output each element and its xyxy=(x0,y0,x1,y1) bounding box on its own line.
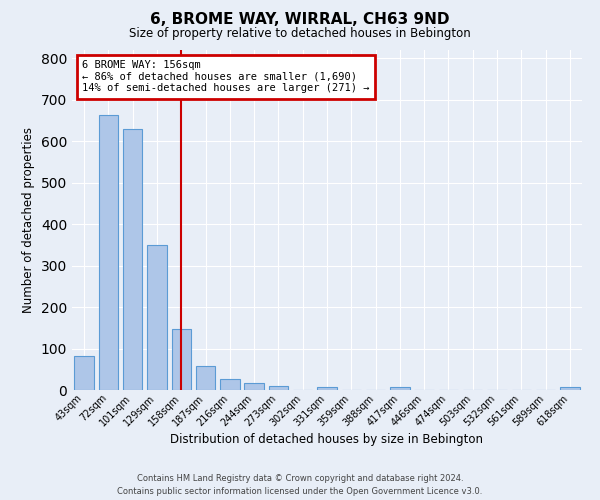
Bar xyxy=(560,387,580,390)
Bar xyxy=(172,328,191,390)
Bar xyxy=(99,115,118,390)
Bar xyxy=(220,379,239,390)
Bar xyxy=(196,366,215,390)
Bar xyxy=(269,386,288,390)
Bar xyxy=(390,387,410,390)
X-axis label: Distribution of detached houses by size in Bebington: Distribution of detached houses by size … xyxy=(170,433,484,446)
Text: 6 BROME WAY: 156sqm
← 86% of detached houses are smaller (1,690)
14% of semi-det: 6 BROME WAY: 156sqm ← 86% of detached ho… xyxy=(82,60,370,94)
Bar xyxy=(244,382,264,390)
Bar xyxy=(123,129,142,390)
Bar xyxy=(74,356,94,390)
Bar xyxy=(317,387,337,390)
Text: 6, BROME WAY, WIRRAL, CH63 9ND: 6, BROME WAY, WIRRAL, CH63 9ND xyxy=(150,12,450,28)
Bar xyxy=(147,245,167,390)
Text: Size of property relative to detached houses in Bebington: Size of property relative to detached ho… xyxy=(129,28,471,40)
Y-axis label: Number of detached properties: Number of detached properties xyxy=(22,127,35,313)
Text: Contains HM Land Registry data © Crown copyright and database right 2024.
Contai: Contains HM Land Registry data © Crown c… xyxy=(118,474,482,496)
